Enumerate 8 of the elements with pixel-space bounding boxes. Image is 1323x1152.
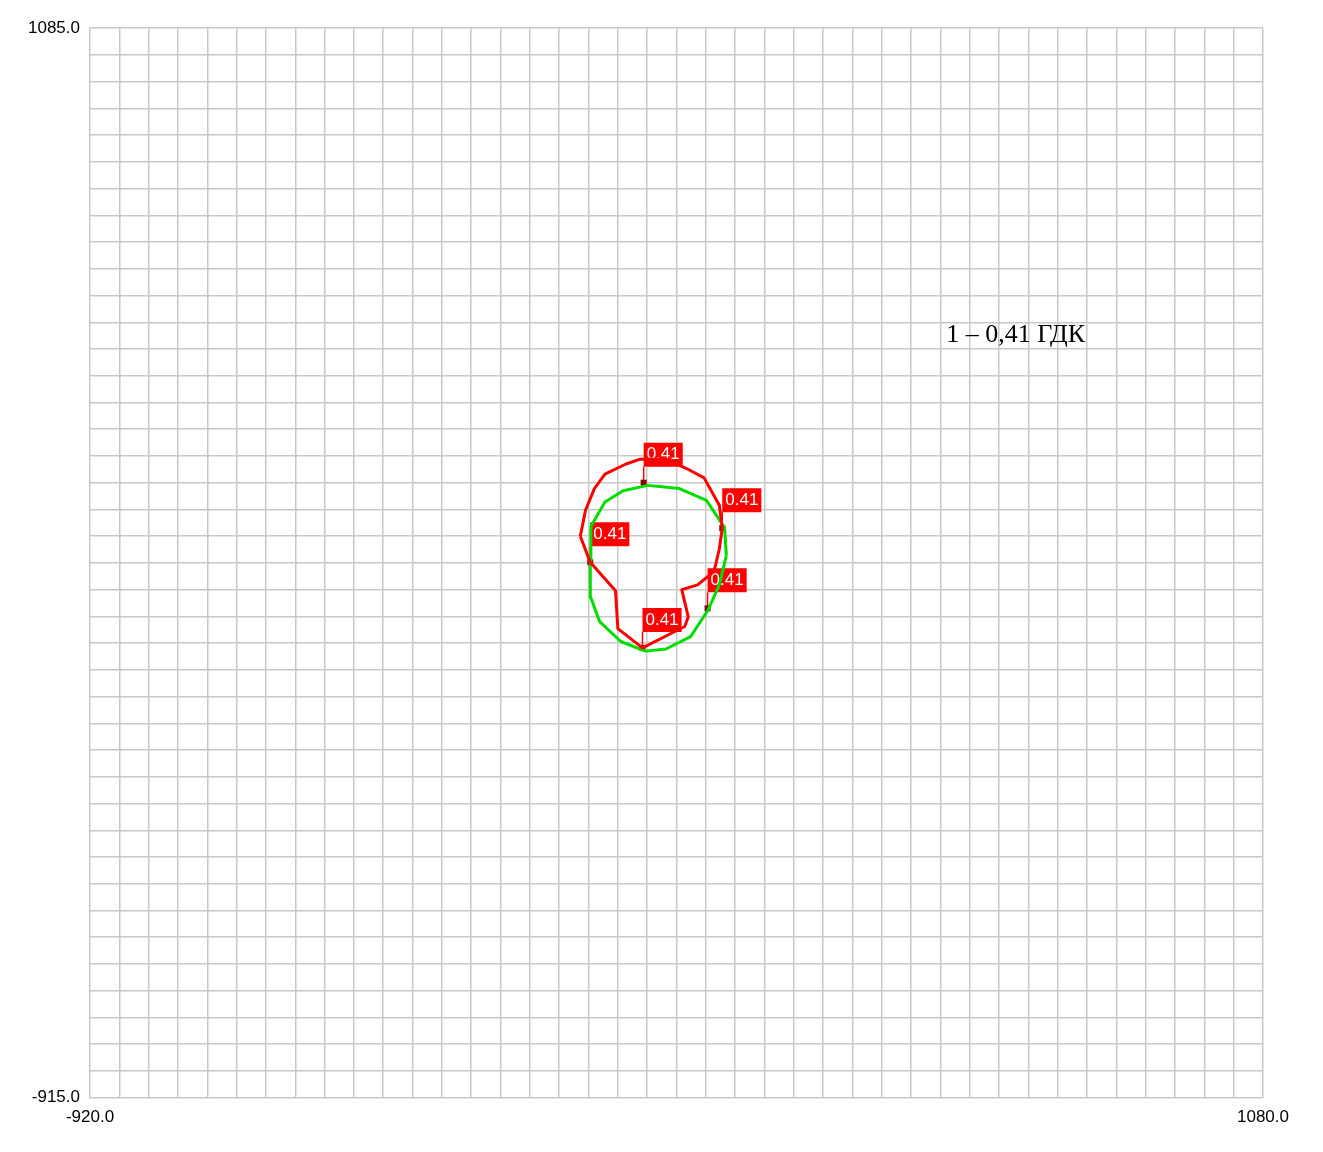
x-tick-label: -920.0	[65, 1107, 115, 1127]
y-tick-label: 1085.0	[28, 17, 80, 37]
y-tick-label: -915.0	[31, 1087, 80, 1107]
annotation: 0.41	[725, 489, 759, 509]
annotation: 1 – 0,41 ГДК	[946, 318, 1086, 348]
annotation: 0.41	[593, 524, 627, 544]
x-tick-label: 1080.0	[1237, 1107, 1289, 1127]
annotation: 0.41	[645, 609, 679, 629]
